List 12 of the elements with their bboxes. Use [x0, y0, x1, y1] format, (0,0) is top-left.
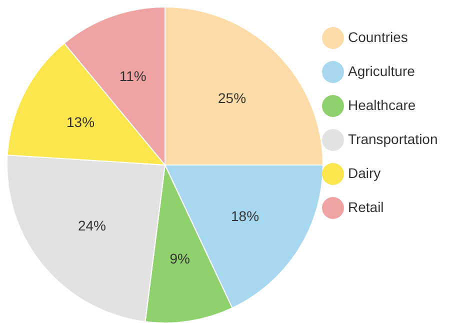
- data-label: 9%: [170, 250, 190, 267]
- legend-label: Retail: [348, 199, 384, 215]
- legend-label: Countries: [348, 29, 408, 45]
- legend-label: Healthcare: [348, 97, 416, 113]
- legend-label: Transportation: [348, 131, 438, 147]
- data-label: 18%: [231, 208, 260, 224]
- data-label: 25%: [218, 90, 246, 106]
- data-label: 11%: [119, 68, 146, 84]
- legend-label: Dairy: [348, 165, 381, 181]
- legend-label: Agriculture: [348, 63, 415, 79]
- data-label: 24%: [78, 217, 106, 234]
- data-label: 13%: [66, 114, 95, 130]
